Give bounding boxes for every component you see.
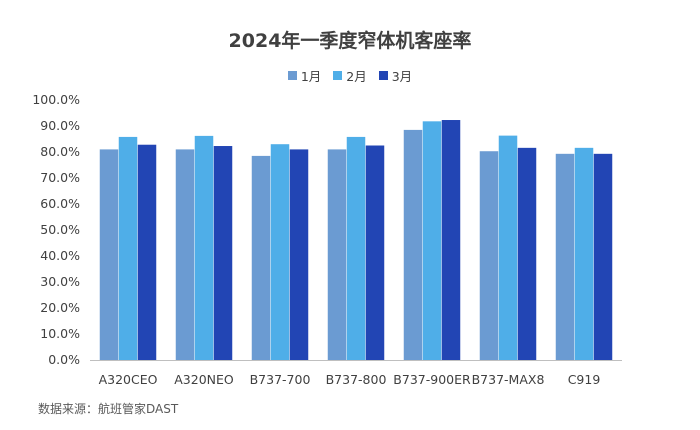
bar-3 (441, 120, 461, 361)
bar-3 (365, 145, 385, 360)
bar-1 (175, 149, 195, 360)
legend-label-jan: 1月 (300, 69, 322, 84)
legend-swatch-jan (287, 71, 297, 80)
bar-3 (137, 144, 157, 360)
x-tick-label: A320CEO (99, 372, 158, 387)
bar-3 (517, 147, 537, 360)
bar-1 (479, 151, 499, 360)
y-tick-label: 0.0% (48, 352, 80, 367)
bar-3 (213, 146, 233, 360)
bar-1 (251, 155, 271, 360)
y-tick-label: 50.0% (40, 222, 80, 237)
legend-label-mar: 3月 (391, 69, 413, 84)
y-tick-label: 30.0% (40, 274, 80, 289)
bar-1 (327, 149, 347, 360)
chart-title: 2024年一季度窄体机客座率 (228, 30, 472, 52)
x-tick-label: B737-800 (326, 372, 387, 387)
bar-1 (555, 153, 575, 360)
y-tick-label: 80.0% (40, 144, 80, 159)
y-tick-label: 70.0% (40, 170, 80, 185)
legend-item-jan: 1月 (287, 66, 322, 85)
bar-2 (498, 135, 518, 360)
legend-item-mar: 3月 (378, 66, 413, 85)
bar-2 (194, 135, 214, 360)
x-tick-label: C919 (568, 372, 601, 387)
source-note: 数据来源：航班管家DAST (38, 402, 179, 416)
bar-2 (422, 121, 442, 360)
legend-item-feb: 2月 (333, 66, 367, 85)
legend-label-feb: 2月 (346, 69, 367, 84)
x-tick-label: B737-MAX8 (472, 372, 545, 387)
y-tick-label: 40.0% (40, 248, 80, 263)
bar-3 (593, 153, 613, 360)
bar-3 (289, 149, 309, 360)
bar-2 (574, 147, 594, 360)
y-tick-label: 90.0% (40, 118, 80, 133)
chart-legend: 1月 2月 3月 (0, 66, 700, 85)
bar-2 (346, 136, 366, 360)
bar-2 (270, 144, 290, 360)
bar-2 (118, 136, 138, 360)
legend-swatch-feb (333, 71, 343, 80)
bar-1 (403, 129, 423, 360)
x-tick-label: A320NEO (174, 372, 234, 387)
bar-1 (99, 149, 119, 360)
y-tick-label: 100.0% (32, 92, 80, 107)
x-tick-label: B737-900ER (393, 372, 471, 387)
y-tick-label: 10.0% (40, 326, 80, 341)
legend-swatch-mar (378, 71, 388, 80)
y-tick-label: 60.0% (40, 196, 80, 211)
x-tick-label: B737-700 (250, 372, 311, 387)
y-tick-label: 20.0% (40, 300, 80, 315)
